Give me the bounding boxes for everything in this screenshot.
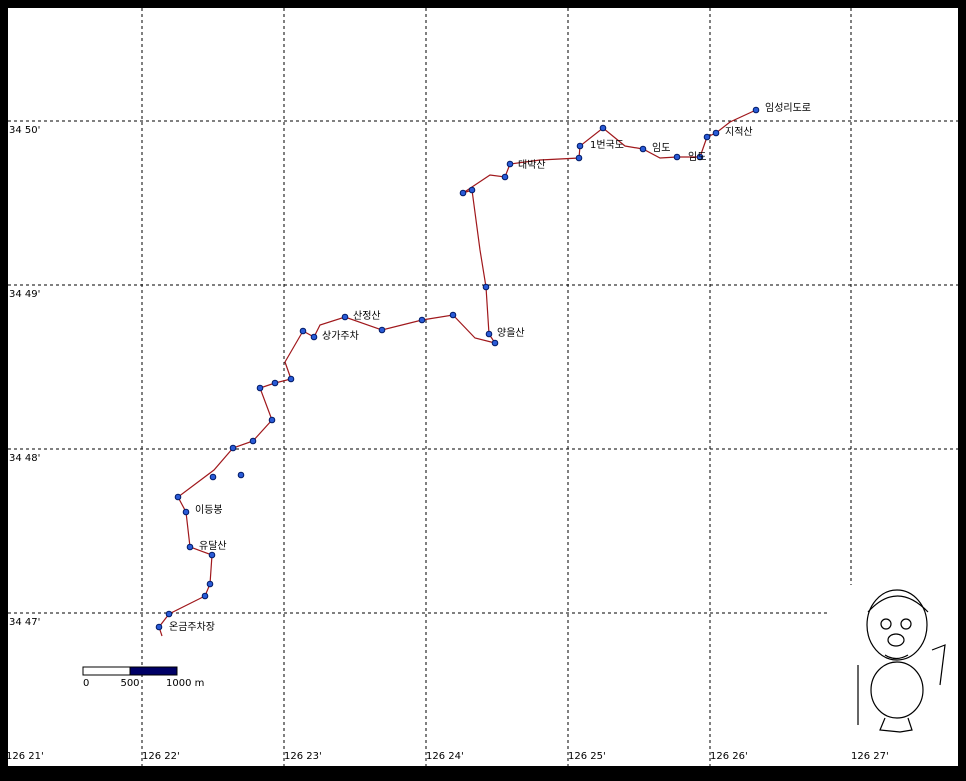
waypoint [576, 142, 584, 150]
waypoint [155, 623, 163, 631]
latitude-label: 34 48' [9, 453, 40, 464]
waypoint [449, 311, 457, 319]
waypoint [752, 106, 760, 114]
waypoint-label: 대박산 [518, 159, 546, 171]
waypoint-label: 유달산 [199, 540, 227, 552]
waypoint-label: 임성리도로 [765, 101, 811, 114]
longitude-label: 126 24' [426, 751, 464, 762]
waypoint [468, 186, 476, 194]
waypoint [182, 508, 190, 516]
cartoon-figure [857, 589, 946, 733]
waypoint [299, 327, 307, 335]
waypoint [208, 551, 216, 559]
longitude-label: 126 23' [284, 751, 322, 762]
waypoint-label: 양을산 [497, 327, 525, 339]
waypoint-label: 온금주차장 [169, 621, 215, 633]
waypoint [599, 124, 607, 132]
longitude-label: 126 25' [568, 751, 606, 762]
waypoint [229, 444, 237, 452]
waypoint [268, 416, 276, 424]
waypoint [174, 493, 182, 501]
waypoint-label: 임도 [652, 141, 670, 154]
waypoint [209, 473, 217, 481]
waypoint [271, 379, 279, 387]
waypoint-label: 산정산 [353, 310, 381, 322]
latitude-label: 34 50' [9, 125, 40, 136]
waypoint [237, 471, 245, 479]
waypoint [418, 316, 426, 324]
waypoint [201, 592, 209, 600]
waypoint [186, 543, 194, 551]
longitude-label: 126 21' [6, 751, 44, 762]
waypoint [341, 313, 349, 321]
longitude-label: 126 22' [142, 751, 180, 762]
waypoint [575, 154, 583, 162]
waypoint [165, 610, 173, 618]
waypoint-label: 지적산 [725, 126, 753, 138]
scale-label: 0 [83, 678, 89, 689]
map-canvas [8, 8, 958, 766]
scale-bar-dark [129, 666, 178, 676]
waypoint [206, 580, 214, 588]
waypoint [506, 160, 514, 168]
longitude-label: 126 27' [851, 751, 889, 762]
waypoint [485, 330, 493, 338]
waypoint-label: 상가주차 [322, 330, 359, 342]
latitude-label: 34 47' [9, 617, 40, 628]
waypoint-label: 1번국도 [590, 139, 624, 151]
waypoint [256, 384, 264, 392]
waypoint [378, 326, 386, 334]
longitude-label: 126 26' [710, 751, 748, 762]
waypoint [310, 333, 318, 341]
scale-bar-white [82, 666, 131, 676]
waypoint [482, 283, 490, 291]
waypoint [639, 145, 647, 153]
waypoint [712, 129, 720, 137]
waypoint-label: 이등봉 [195, 504, 223, 516]
waypoint [673, 153, 681, 161]
waypoint [287, 375, 295, 383]
waypoint [501, 173, 509, 181]
waypoint [696, 153, 704, 161]
waypoint [459, 189, 467, 197]
latitude-label: 34 49' [9, 289, 40, 300]
waypoint [491, 339, 499, 347]
waypoint-label: 임도 [688, 150, 706, 163]
waypoint [703, 133, 711, 141]
scale-label: 500 [120, 678, 139, 689]
scale-label: 1000 m [166, 678, 204, 689]
waypoint [249, 437, 257, 445]
